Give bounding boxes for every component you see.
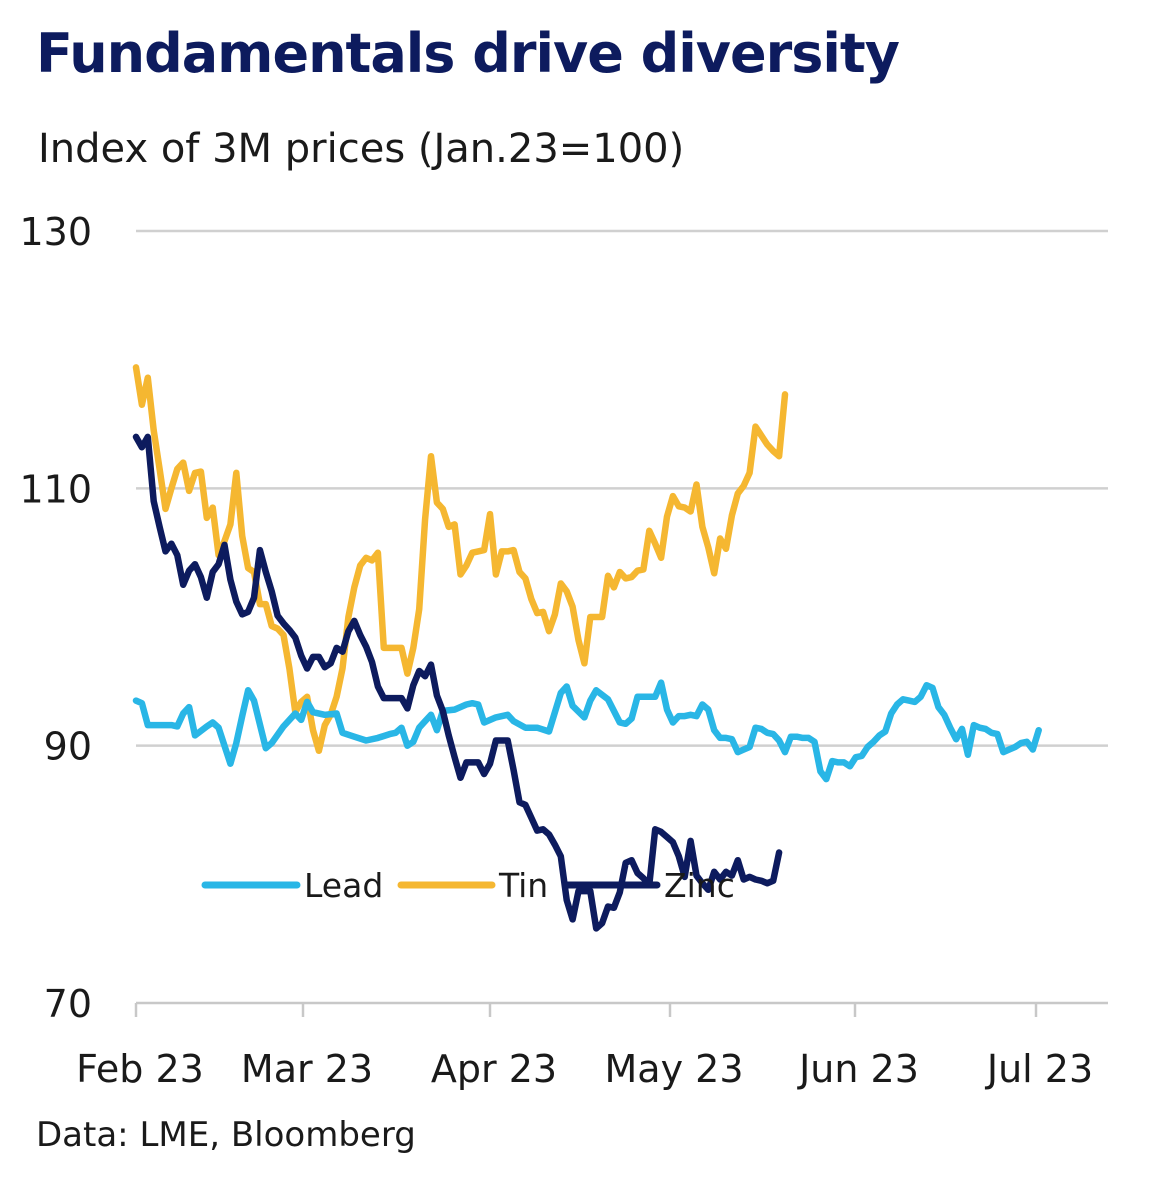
series-lines — [132, 364, 1042, 932]
legend: Lead Tin Zinc — [201, 866, 735, 905]
gridlines — [136, 229, 1108, 747]
x-tick-label: Apr 23 — [431, 1047, 557, 1091]
legend-label-zinc: Zinc — [664, 866, 735, 905]
y-tick-label: 90 — [44, 725, 92, 769]
x-tick-label: Jun 23 — [797, 1047, 919, 1091]
y-tick-label: 130 — [19, 210, 92, 254]
x-tick-label: Feb 23 — [76, 1047, 204, 1091]
tick-labels: 70 90 110 130 Feb 23 Mar 23 Apr 23 May 23 Jun 23… — [19, 210, 1093, 1091]
series-line-lead — [132, 679, 1042, 783]
legend-label-tin: Tin — [498, 866, 548, 905]
series-line-tin — [132, 364, 789, 755]
x-tick-label: Jul 23 — [985, 1047, 1093, 1091]
chart-subtitle: Index of 3M prices (Jan.23=100) — [38, 126, 685, 172]
x-axis — [134, 1001, 1108, 1017]
x-tick-label: Mar 23 — [241, 1047, 373, 1091]
legend-label-lead: Lead — [304, 866, 383, 905]
x-tick-label: May 23 — [605, 1047, 744, 1091]
y-tick-label: 110 — [19, 467, 92, 511]
y-tick-label: 70 — [44, 982, 92, 1026]
series-line-zinc — [132, 433, 783, 932]
data-source-note: Data: LME, Bloomberg — [36, 1115, 416, 1155]
chart-title: Fundamentals drive diversity — [36, 22, 900, 85]
